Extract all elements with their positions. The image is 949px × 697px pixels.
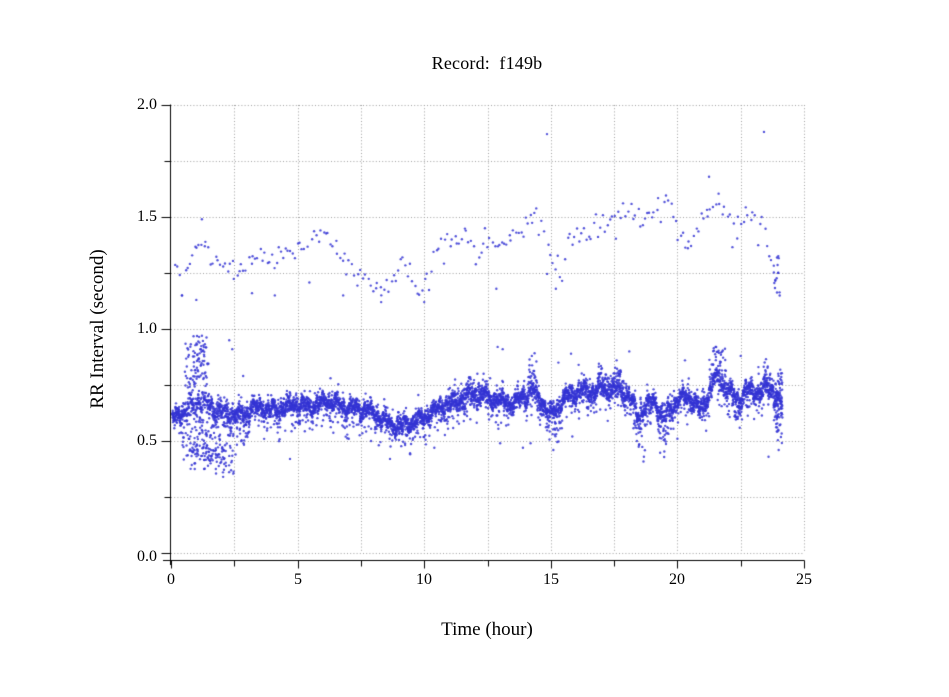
x-tick-label-5: 5 <box>294 571 302 588</box>
y-tick-label-0.0: 0.0 <box>137 548 157 565</box>
y-tick-label-1.0: 1.0 <box>137 320 157 337</box>
chart-title: Record: f149b <box>431 53 543 73</box>
x-tick-label-0: 0 <box>167 571 175 588</box>
x-tick-label-20: 20 <box>669 571 685 588</box>
y-tick-label-0.5: 0.5 <box>137 432 157 449</box>
x-tick-label-15: 15 <box>543 571 559 588</box>
y-tick-label-1.5: 1.5 <box>137 208 157 225</box>
y-tick-label-2.0: 2.0 <box>137 96 157 113</box>
x-tick-label-25: 25 <box>796 571 812 588</box>
x-tick-label-10: 10 <box>416 571 432 588</box>
x-axis-title: Time (hour) <box>441 619 533 640</box>
